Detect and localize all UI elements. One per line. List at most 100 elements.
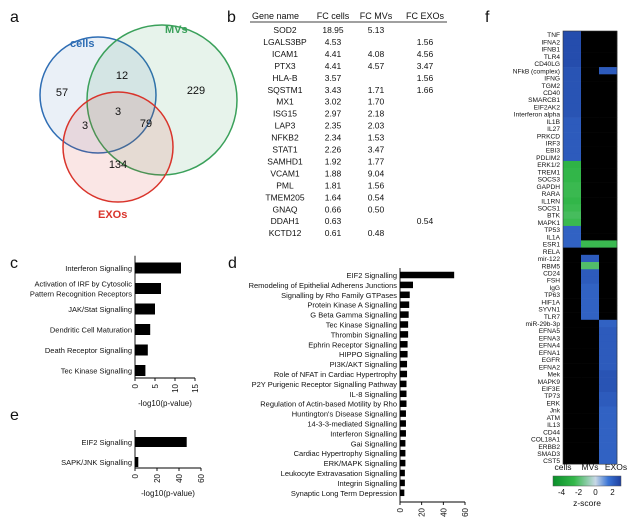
heatmap-cell — [563, 74, 582, 82]
heatmap-cell — [581, 95, 600, 104]
heatmap-row-label: EFNA3 — [539, 335, 561, 342]
heatmap-cell — [581, 132, 600, 140]
heatmap-row-label: IRF3 — [546, 141, 561, 148]
heatmap-cell — [581, 334, 600, 342]
heatmap-cell — [599, 254, 618, 263]
heatmap-row-label: Mek — [548, 372, 561, 379]
x-tick-label: 40 — [439, 507, 448, 516]
colorbar-tick-label: 2 — [610, 488, 615, 497]
heatmap-cell — [581, 399, 600, 407]
bar — [400, 281, 413, 289]
heatmap-cell — [599, 204, 618, 212]
heatmap-cell — [563, 276, 582, 284]
x-tick-label: 5 — [151, 383, 160, 388]
heatmap-cell — [581, 146, 600, 155]
heatmap-cell — [599, 384, 618, 393]
fold-change-cell: 1.77 — [368, 156, 385, 166]
fold-change-cell: 9.04 — [368, 168, 385, 178]
heatmap-cell — [581, 370, 600, 378]
panel-label-e: e — [10, 407, 19, 424]
heatmap-cell — [563, 81, 582, 90]
bar-chart-cells: Interferon Signalling Activation of IRF b… — [30, 255, 200, 408]
category-label: Integrin Signalling — [337, 479, 397, 488]
heatmap-cell — [563, 233, 582, 241]
colorbar-tick-label: -4 — [558, 488, 566, 497]
category-label: SAPK/JNK Signalling — [61, 458, 132, 467]
venn-circle-exos — [62, 91, 174, 203]
fold-change-cell: 2.03 — [368, 121, 385, 131]
heatmap-cell — [581, 182, 600, 191]
heatmap-cell — [563, 146, 582, 155]
gene-name-cell: PTX3 — [274, 61, 296, 71]
heatmap-cell — [599, 139, 618, 147]
heatmap-row-label: CD40LG — [534, 61, 560, 68]
heatmap-cell — [581, 197, 600, 205]
bar — [400, 489, 405, 497]
heatmap-cell — [563, 298, 582, 306]
heatmap-cell — [581, 233, 600, 241]
heatmap-cell — [563, 399, 582, 407]
heatmap-row-label: TP73 — [544, 393, 560, 400]
heatmap-row-label: PDLIM2 — [536, 155, 560, 162]
gene-name-cell: LAP3 — [275, 121, 296, 131]
bar — [400, 311, 409, 318]
category-label: EIF2 Signalling — [347, 271, 397, 280]
fold-change-cell: 2.18 — [368, 109, 385, 119]
category-label: Cardiac Hypertrophy Signalling — [294, 449, 397, 458]
heatmap-cell — [581, 420, 600, 429]
heatmap-row-label: BTK — [547, 213, 560, 220]
heatmap-cell — [581, 45, 600, 53]
category-label: JAK/Stat Signalling — [68, 305, 132, 314]
heatmap-cell — [563, 312, 582, 321]
heatmap-cell — [581, 160, 600, 169]
category-label: Thrombin Signalling — [331, 330, 397, 339]
heatmap-cell — [599, 95, 618, 104]
fold-change-cell: 1.53 — [368, 133, 385, 143]
heatmap-cell — [599, 45, 618, 53]
heatmap-row-label: SYVN1 — [538, 307, 560, 314]
bar — [135, 262, 181, 274]
heatmap-cell — [563, 449, 582, 458]
bar — [400, 430, 406, 437]
colorbar-tick-label: 0 — [593, 488, 598, 497]
panel-label-f: f — [485, 9, 490, 26]
heatmap-cell — [581, 254, 600, 263]
heatmap-row-label: IL13 — [547, 422, 560, 429]
heatmap-cell — [563, 59, 582, 68]
heatmap-column-label: cells — [554, 462, 571, 472]
fold-change-cell: 0.61 — [325, 228, 342, 238]
heatmap-row-label: IgG — [549, 285, 560, 292]
heatmap-cell — [563, 197, 582, 205]
bar — [400, 390, 407, 398]
fold-change-cell: 2.35 — [325, 121, 342, 131]
heatmap-row-label: EFNA1 — [539, 350, 561, 357]
heatmap-row-label: EFNA4 — [539, 343, 561, 350]
fold-change-cell: 1.56 — [368, 180, 385, 190]
fold-change-cell: 3.47 — [368, 145, 385, 155]
heatmap-cell — [563, 305, 582, 313]
heatmap-cell — [563, 406, 582, 414]
bar — [400, 440, 406, 447]
category-label: Gai Signalling — [351, 439, 397, 448]
heatmap-row-label: mir-122 — [538, 256, 561, 263]
heatmap-cell — [599, 38, 618, 46]
gene-name-cell: ISG15 — [273, 109, 297, 119]
heatmap-cell — [581, 428, 600, 436]
fold-change-cell: 1.64 — [325, 192, 342, 202]
bar — [400, 370, 408, 378]
heatmap-row-label: IL1B — [546, 119, 560, 126]
fold-change-cell: 1.88 — [325, 168, 342, 178]
category-label: Role of NFAT in Cardiac Hypertrophy — [274, 370, 397, 379]
x-tick-label: 0 — [131, 473, 140, 478]
heatmap-cell — [581, 52, 600, 61]
heatmap-cell — [563, 456, 582, 465]
heatmap-cell — [563, 175, 582, 183]
heatmap-cell — [563, 225, 582, 234]
heatmap-border — [562, 30, 618, 465]
heatmap-cell — [599, 117, 618, 126]
fold-change-cell: 0.50 — [368, 204, 385, 214]
fold-change-cell: 0.63 — [325, 216, 342, 226]
heatmap-cell — [581, 363, 600, 371]
venn-set-label-exos: EXOs — [98, 209, 127, 221]
heatmap-cell — [599, 428, 618, 436]
